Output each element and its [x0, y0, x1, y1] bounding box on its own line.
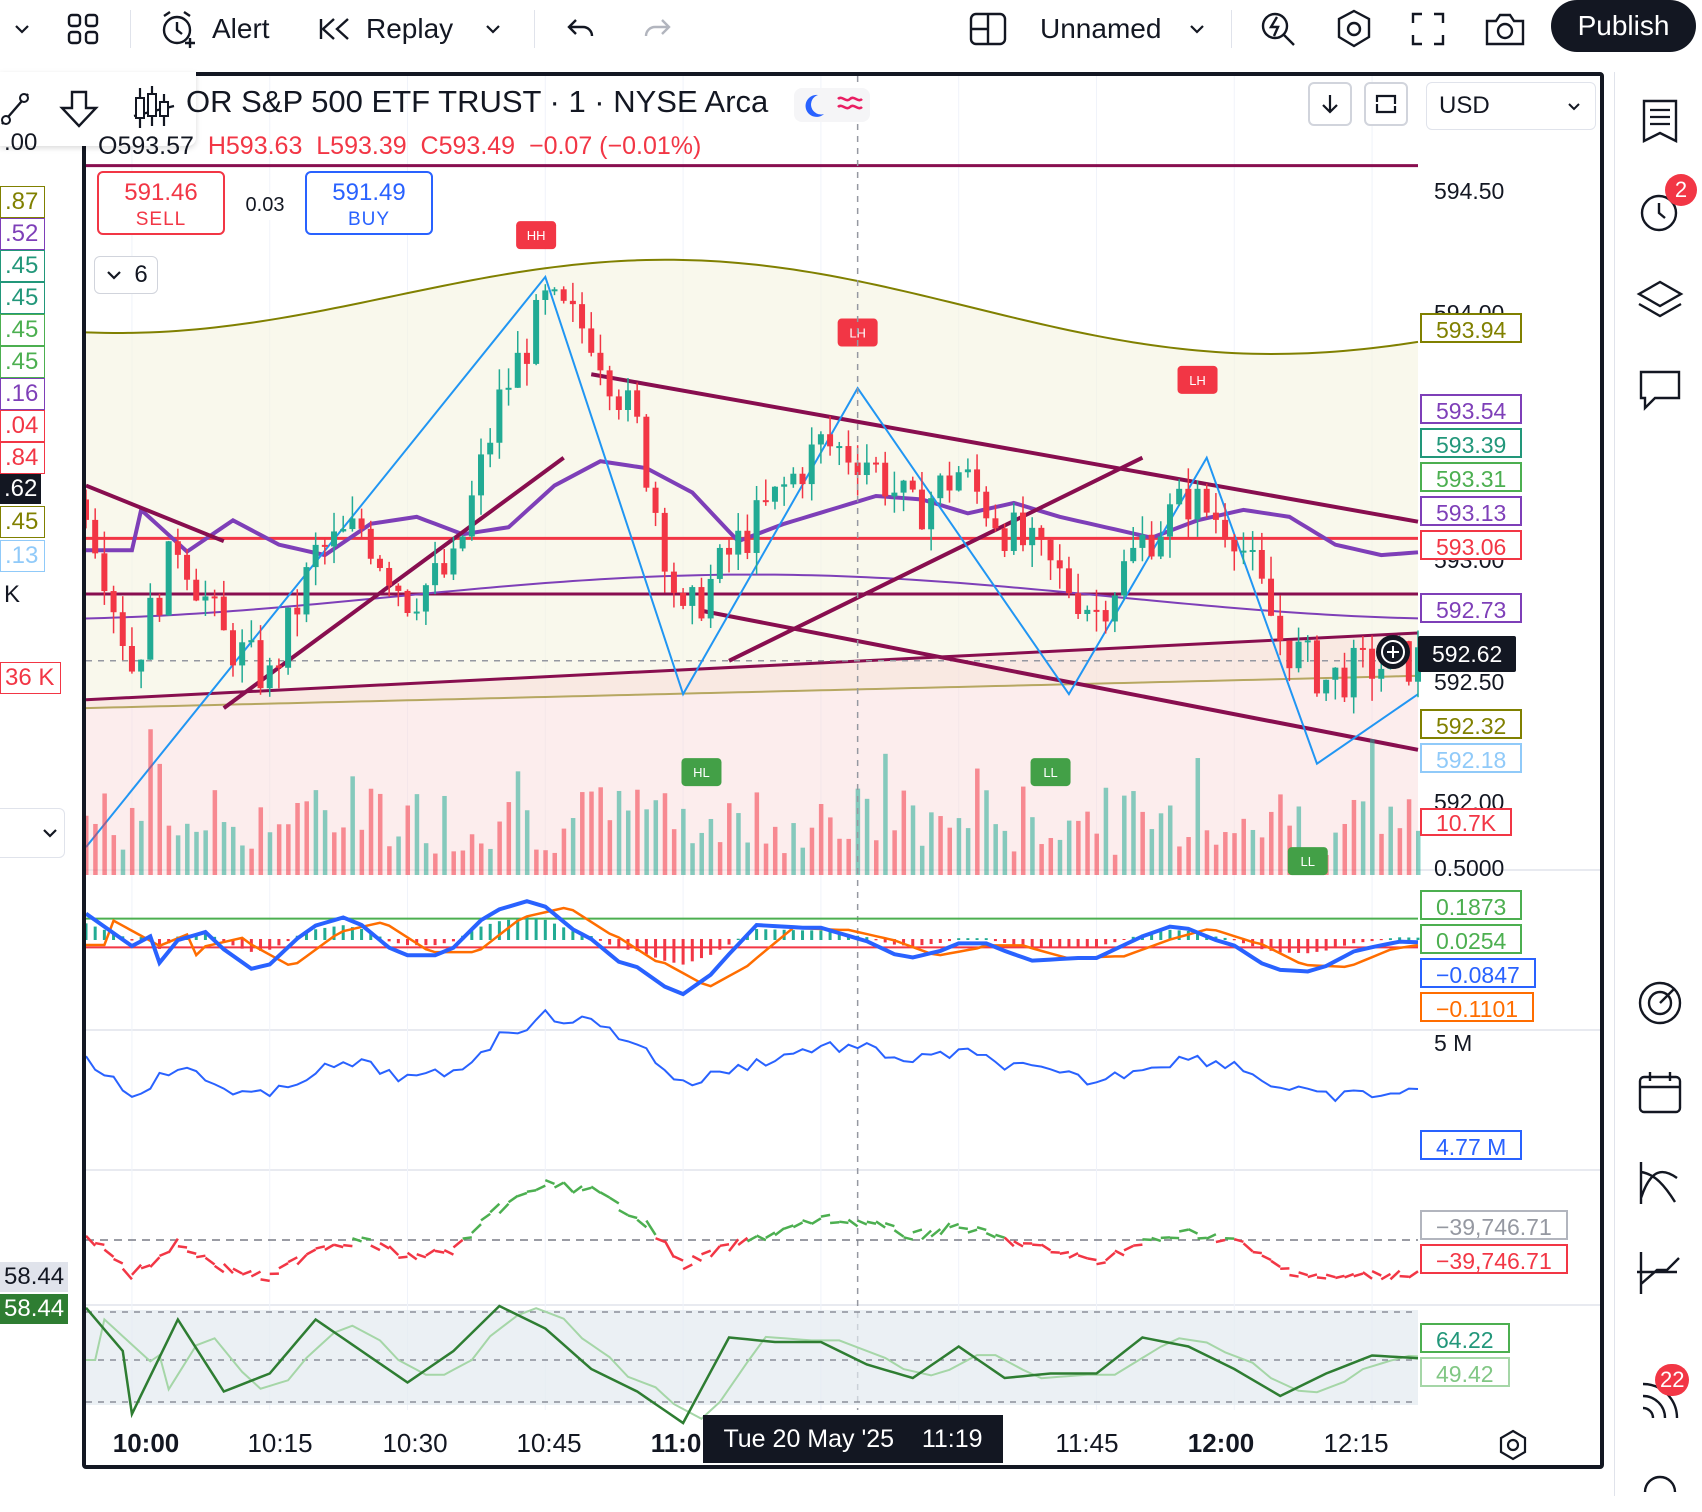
price-label: 593.31 [1420, 462, 1522, 492]
scroll-down-button[interactable] [1308, 82, 1352, 126]
macd-label: 0.0254 [1420, 924, 1522, 954]
crosshair-plus-button[interactable] [1376, 635, 1410, 669]
crosshair-price: 592.62 [1418, 636, 1516, 672]
market-status-icons [794, 88, 870, 122]
left-strip-label: 36 K [0, 662, 61, 694]
time-tick: 12:00 [1188, 1428, 1255, 1459]
symbol-title[interactable]: OR S&P 500 ETF TRUST · 1 · NYSE Arca [186, 84, 768, 120]
left-strip-label: .45 [0, 282, 45, 314]
cvd-label: −39,746.71 [1420, 1244, 1568, 1274]
target-icon[interactable] [1635, 978, 1685, 1028]
obv-tick: 5 M [1420, 1028, 1486, 1058]
chevron-down-icon [104, 265, 124, 285]
crosshair-time: Tue 20 May '25 11:19 [703, 1415, 1003, 1463]
chevron-down-icon [0, 809, 60, 857]
macd-tick: 0.5000 [1420, 853, 1518, 883]
candles-icon[interactable] [134, 86, 174, 128]
change-value: −0.07 (−0.01%) [529, 132, 701, 160]
currency-select[interactable]: USD [1426, 82, 1596, 130]
help-icon[interactable] [1635, 1462, 1685, 1512]
axis-settings-button[interactable] [1496, 1428, 1530, 1467]
macd-label: −0.1101 [1420, 992, 1534, 1022]
left-strip-label: .62 [0, 474, 41, 504]
notifications-badge: 22 [1655, 1364, 1689, 1396]
currency-value: USD [1439, 92, 1490, 120]
calendar-icon[interactable] [1635, 1068, 1685, 1118]
refresh-icon [1373, 92, 1399, 116]
plus-circle-icon [1376, 635, 1410, 669]
macd-label: 0.1873 [1420, 890, 1522, 920]
left-strip-label: .04 [0, 410, 45, 442]
strategy-icon[interactable] [1635, 1158, 1685, 1208]
price-label: 592.18 [1420, 743, 1522, 773]
left-strip-label: .45 [0, 506, 45, 538]
price-tick: 594.50 [1420, 176, 1518, 206]
left-dropdown[interactable] [0, 808, 65, 858]
price-label: 593.13 [1420, 496, 1522, 526]
price-label: 593.06 [1420, 530, 1522, 560]
indicators-collapse-button[interactable]: 6 [94, 256, 158, 294]
chevron-down-icon [1565, 97, 1583, 115]
buy-price: 591.49 [307, 179, 431, 207]
sell-button[interactable]: 591.46 SELL [97, 171, 225, 235]
time-tick: 10:15 [247, 1428, 312, 1459]
sell-price: 591.46 [99, 179, 223, 207]
time-tick: 11:0 [651, 1428, 702, 1459]
cvd-label: −39,746.71 [1420, 1210, 1568, 1240]
price-label: 593.54 [1420, 394, 1522, 424]
right-sidebar: 2 22 [1614, 72, 1702, 1496]
obv-label: 4.77 M [1420, 1130, 1522, 1160]
price-label: 592.73 [1420, 593, 1522, 623]
left-strip-label: 58.44 [0, 1294, 68, 1324]
indicator-count: 6 [134, 261, 147, 289]
left-strip-label: .52 [0, 218, 45, 250]
price-label: 593.94 [1420, 313, 1522, 343]
open-value: O593.57 [98, 132, 194, 160]
low-value: L593.39 [316, 132, 406, 160]
ohlc-readout: O593.57 H593.63 L593.39 C593.49 −0.07 (−… [98, 132, 701, 161]
price-label: 593.39 [1420, 428, 1522, 458]
time-tick: 11:45 [1055, 1428, 1118, 1459]
arrow-down-icon [1320, 92, 1340, 116]
alerts-badge: 2 [1665, 174, 1697, 206]
left-strip-label: .87 [0, 186, 45, 218]
trend-chart-icon[interactable] [1635, 1248, 1685, 1298]
chat-icon[interactable] [1635, 366, 1685, 416]
rsi-label: 49.42 [1420, 1357, 1510, 1387]
time-tick: 10:00 [113, 1428, 180, 1459]
time-tick: 10:30 [382, 1428, 447, 1459]
left-strip-label: .84 [0, 442, 45, 474]
layers-icon[interactable] [1635, 276, 1685, 326]
macd-label: −0.0847 [1420, 958, 1536, 988]
buy-label: BUY [307, 209, 431, 231]
left-strip-label: .13 [0, 540, 45, 572]
close-value: C593.49 [421, 132, 516, 160]
reset-chart-button[interactable] [1364, 82, 1408, 126]
left-strip-label: .45 [0, 314, 45, 346]
buy-button[interactable]: 591.49 BUY [305, 171, 433, 235]
time-tick: 12:15 [1323, 1428, 1388, 1459]
left-strip-label: .16 [0, 378, 45, 410]
gear-icon [1496, 1428, 1530, 1462]
left-strip-label: K [0, 580, 20, 610]
arrow-down-icon[interactable] [62, 92, 96, 126]
watchlist-icon[interactable] [1635, 96, 1685, 146]
left-strip-label: .45 [0, 250, 45, 282]
left-strip-label: .00 [0, 128, 37, 158]
trend-line-icon[interactable] [2, 94, 28, 124]
left-strip-label: .45 [0, 346, 45, 378]
rsi-label: 64.22 [1420, 1323, 1510, 1353]
high-value: H593.63 [208, 132, 303, 160]
spread-value: 0.03 [225, 194, 305, 220]
volume-label: 10.7K [1420, 808, 1512, 836]
price-label: 592.32 [1420, 709, 1522, 739]
chart-frame [82, 72, 1604, 1469]
left-strip-label: 58.44 [0, 1262, 68, 1292]
time-tick: 10:45 [516, 1428, 581, 1459]
sell-label: SELL [99, 209, 223, 231]
